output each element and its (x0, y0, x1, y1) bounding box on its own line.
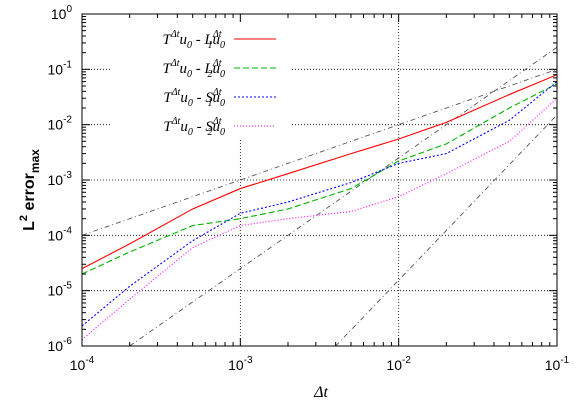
y-tick-label: 100 (51, 4, 73, 22)
x-tick-label: 10-4 (70, 355, 95, 373)
x-axis-title: Δt (313, 384, 328, 401)
x-tick-label: 10-3 (228, 355, 253, 373)
series-line-4 (82, 97, 557, 341)
reference-slope-line (335, 114, 557, 346)
legend-label-1: TΔtu0 - LΔt 1u0 (163, 29, 226, 51)
series-lines (82, 74, 557, 341)
x-tick-label: 10-1 (545, 355, 570, 373)
legend: TΔtu0 - LΔt 1u0 TΔtu0 - LΔt 2u0 TΔtu0 - SΔt 1… (163, 29, 276, 138)
legend-label-4: TΔtu0 - SΔt 2u0 (163, 116, 225, 138)
axis-ticks (81, 13, 558, 347)
legend-box (112, 22, 290, 140)
y-tick-label: 10-4 (48, 225, 73, 243)
y-tick-label: 10-3 (48, 170, 73, 188)
legend-label-3: TΔtu0 - SΔt 1u0 (163, 87, 225, 109)
series-line-1 (82, 74, 557, 270)
series-line-3 (82, 81, 557, 327)
x-axis-tick-labels: 10-4 10-3 10-2 10-1 (70, 355, 570, 373)
legend-label-2: TΔtu0 - LΔt 2u0 (163, 58, 226, 80)
y-tick-label: 10-2 (48, 115, 73, 133)
x-tick-label: 10-2 (386, 355, 411, 373)
y-axis-tick-labels: 10-6 10-5 10-4 10-3 10-2 10-1 100 (48, 4, 73, 354)
y-tick-label: 10-6 (48, 336, 73, 354)
series-line-2 (82, 83, 557, 275)
y-tick-label: 10-1 (48, 59, 73, 77)
y-tick-label: 10-5 (48, 281, 73, 299)
grid-lines (82, 14, 557, 346)
y-axis-title: L2 errormax (18, 149, 42, 231)
reference-slope-lines (82, 46, 557, 346)
reference-slope-line (129, 46, 557, 346)
